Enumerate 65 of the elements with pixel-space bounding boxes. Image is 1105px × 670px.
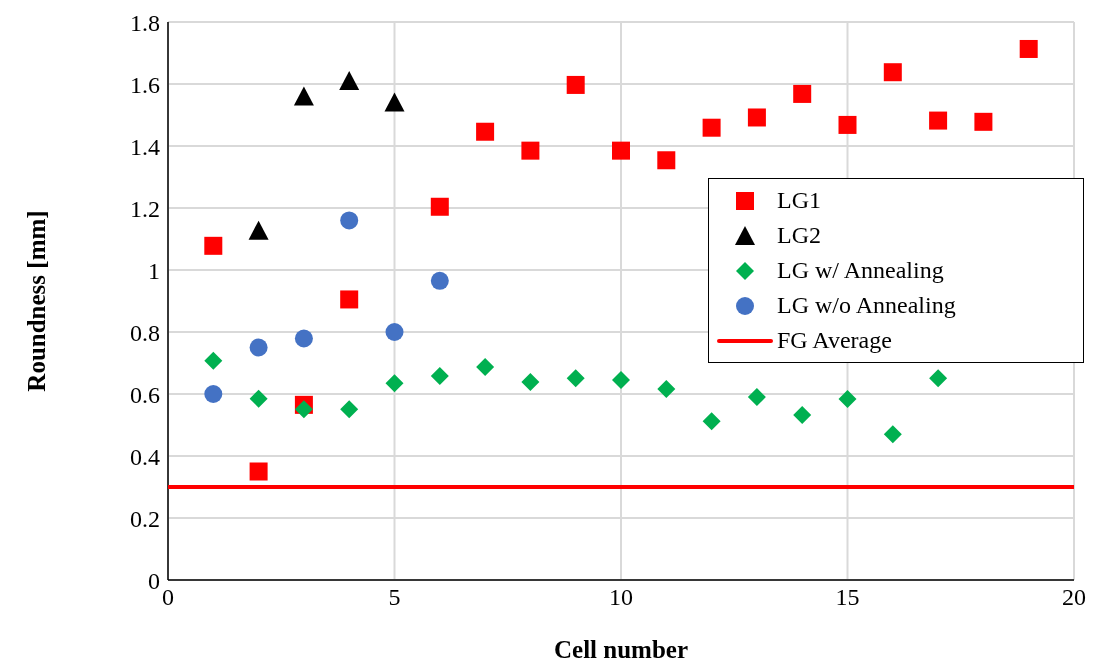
y-tick-label: 1.6	[130, 71, 160, 98]
x-tick-label: 20	[1062, 584, 1086, 611]
point	[883, 63, 902, 82]
point	[521, 141, 540, 160]
point	[204, 351, 223, 370]
point	[204, 236, 223, 255]
y-tick-label: 1.4	[130, 133, 160, 160]
y-tick-label: 0	[148, 567, 160, 594]
point	[339, 70, 360, 90]
point	[385, 323, 404, 341]
point	[974, 112, 993, 131]
point	[566, 75, 585, 94]
point	[702, 412, 721, 431]
point	[340, 211, 359, 230]
point	[476, 122, 495, 141]
point	[476, 358, 495, 377]
point	[838, 389, 857, 408]
point	[430, 271, 449, 290]
point	[657, 151, 676, 170]
legend-label: LG w/ Annealing	[777, 257, 944, 284]
y-tick-label: 0.4	[130, 443, 160, 470]
point	[566, 369, 585, 388]
point	[1019, 39, 1038, 58]
point	[294, 329, 313, 348]
point	[612, 141, 630, 160]
point	[294, 400, 313, 419]
y-tick-label: 0.8	[130, 319, 160, 346]
point	[340, 400, 359, 419]
legend-label: FG Average	[777, 327, 892, 354]
point	[340, 290, 359, 309]
point	[747, 388, 766, 407]
x-axis-title: Cell number	[553, 636, 689, 663]
point	[249, 389, 268, 408]
point	[430, 367, 449, 386]
point	[657, 380, 676, 399]
legend-label: LG1	[777, 187, 821, 214]
point	[385, 374, 404, 393]
point	[384, 92, 405, 112]
point	[249, 462, 268, 481]
x-tick-label: 15	[835, 584, 860, 611]
point	[838, 115, 857, 134]
point	[793, 84, 812, 103]
y-tick-label: 0.6	[130, 381, 160, 408]
point	[883, 425, 902, 444]
y-tick-label: 1.2	[130, 195, 160, 222]
legend-label: LG2	[777, 222, 821, 249]
y-tick-label: 0.2	[130, 505, 160, 532]
point	[521, 372, 540, 391]
y-axis-title: Roundness [mm]	[22, 210, 50, 392]
point	[249, 338, 268, 357]
point	[702, 118, 721, 137]
y-tick-label: 1	[148, 257, 160, 284]
point	[612, 371, 630, 390]
point	[248, 220, 269, 240]
point	[929, 369, 948, 388]
x-tick-label: 5	[388, 584, 401, 611]
point	[293, 86, 314, 106]
point	[747, 108, 766, 127]
point	[793, 406, 812, 425]
point	[204, 385, 223, 403]
x-tick-label: 10	[609, 584, 633, 611]
legend-label: LG w/o Annealing	[777, 292, 956, 319]
y-tick-label: 1.8	[130, 9, 160, 36]
point	[430, 197, 449, 216]
point	[929, 111, 948, 130]
